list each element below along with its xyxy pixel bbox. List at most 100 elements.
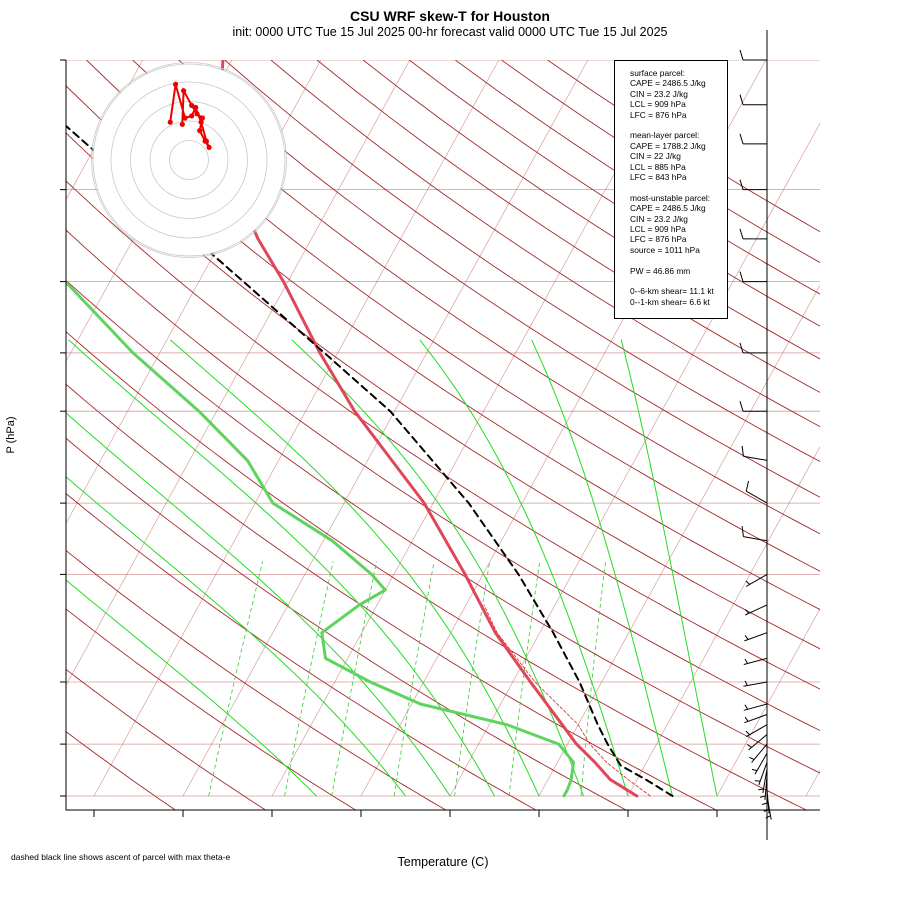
dry-adiabat [66, 668, 267, 810]
dry-adiabat [66, 132, 820, 650]
moist-adiabat [66, 412, 451, 797]
mean-layer-heading: mean-layer parcel: [630, 130, 700, 141]
surface-parcel-heading: surface parcel: [630, 68, 685, 78]
moist-adiabat [419, 339, 629, 797]
shear-0-1km: 0--1-km shear= 6.6 kt [630, 296, 710, 307]
dry-adiabat [66, 85, 820, 611]
wind-barb [759, 776, 768, 801]
mixing-ratio-line [331, 561, 377, 797]
dry-adiabat [66, 383, 718, 810]
isotherm-line [66, 60, 144, 201]
moist-adiabat [620, 339, 718, 797]
hodograph-point [181, 88, 187, 94]
footnote: dashed black line shows ascent of parcel… [11, 852, 231, 862]
dry-adiabat [224, 60, 820, 463]
mixing-ratio-line [580, 561, 606, 797]
shear-group: 0--6-km shear= 11.1 kt 0--1-km shear= 6.… [630, 286, 727, 307]
wind-barb [744, 714, 768, 724]
most-unstable-cape: CAPE = 2486.5 J/kg [630, 203, 706, 214]
wind-barb [739, 179, 767, 191]
moist-adiabat [66, 579, 317, 797]
wind-barb [743, 657, 768, 665]
most-unstable-lcl: LCL = 909 hPa [630, 224, 686, 235]
x-axis-label: Temperature (C) [398, 855, 489, 869]
wind-barb [744, 604, 768, 616]
isotherm-line [66, 60, 411, 686]
dry-adiabat [66, 437, 627, 810]
wind-barb [743, 680, 768, 687]
isotherm-line [93, 60, 500, 797]
wind-barb [739, 228, 767, 240]
chart-subtitle: init: 0000 UTC Tue 15 Jul 2025 00-hr for… [232, 25, 668, 39]
isotherm-line [716, 608, 820, 797]
dry-adiabat [178, 60, 820, 498]
surface-lfc: LFC = 876 hPa [630, 109, 687, 120]
hodograph-ring [91, 62, 287, 258]
hodograph-point [182, 115, 188, 121]
wind-barb [739, 94, 767, 106]
virtual-temperature-profile [483, 604, 651, 797]
stats-box: surface parcel: CAPE = 2486.5 J/kg CIN =… [614, 60, 728, 319]
mixing-ratio-line [208, 561, 264, 797]
mean-layer-lfc: LFC = 843 hPa [630, 172, 687, 183]
dry-adiabat [316, 60, 820, 393]
wind-barb [745, 480, 768, 504]
wind-barb [758, 769, 768, 794]
wind-barb [739, 401, 767, 412]
hodograph-point [189, 113, 195, 119]
dry-adiabat [66, 331, 808, 810]
axis-frame [65, 60, 820, 811]
most-unstable-heading: most-unstable parcel: [630, 192, 711, 203]
hodograph-ring [169, 140, 209, 180]
surface-cape: CAPE = 2486.5 J/kg [630, 78, 706, 89]
chart-title: CSU WRF skew-T for Houston [350, 8, 550, 24]
wind-barb [754, 762, 768, 786]
hodograph-point [197, 128, 203, 134]
hodograph-background [93, 64, 285, 256]
surface-parcel-group: surface parcel: CAPE = 2486.5 J/kg CIN =… [630, 68, 727, 120]
dry-adiabat [66, 229, 820, 732]
isotherm-line [627, 446, 820, 797]
hodograph-point [198, 119, 204, 125]
surface-cin: CIN = 23.2 J/kg [630, 88, 688, 99]
isotherm-line [805, 769, 820, 797]
mixing-ratio-line [393, 561, 435, 797]
precipitable-water-group: PW = 46.86 mm [630, 266, 727, 276]
wind-barb [741, 526, 768, 542]
dry-adiabat [86, 60, 820, 572]
most-unstable-lfc: LFC = 876 hPa [630, 234, 687, 245]
y-axis-label: P (hPa) [5, 416, 17, 453]
dry-adiabat [66, 180, 820, 690]
mean-layer-cape: CAPE = 1788.2 J/kg [630, 140, 706, 151]
dry-adiabat [132, 60, 820, 535]
hodograph-point [189, 102, 195, 108]
moist-adiabat [169, 339, 540, 797]
moist-adiabat [66, 476, 406, 797]
most-unstable-cin: CIN = 23.2 J/kg [630, 213, 688, 224]
hodograph-point [199, 115, 205, 121]
hodograph-point [173, 81, 179, 87]
wind-barb [761, 783, 768, 807]
wind-barb [744, 632, 768, 642]
moist-adiabat [531, 339, 673, 797]
wind-barb [745, 724, 768, 738]
dry-adiabat [66, 279, 820, 774]
hodograph-point [203, 138, 209, 144]
dry-adiabat [66, 731, 177, 810]
dry-adiabat [270, 60, 820, 428]
dry-adiabat [66, 493, 537, 810]
dry-adiabat [66, 549, 447, 810]
most-unstable-source: source = 1011 hPa [630, 244, 700, 255]
wind-barb [739, 133, 767, 145]
mean-layer-parcel-group: mean-layer parcel: CAPE = 1788.2 J/kg CI… [630, 130, 727, 182]
isotherm-line [182, 60, 589, 797]
wind-barb [739, 49, 767, 61]
wind-barb [745, 573, 768, 587]
wind-barb [747, 734, 768, 751]
isotherm-line [271, 60, 678, 797]
isotherm-line [449, 122, 820, 797]
most-unstable-parcel-group: most-unstable parcel: CAPE = 2486.5 J/kg… [630, 193, 727, 255]
precipitable-water: PW = 46.86 mm [630, 265, 691, 276]
shear-0-6km: 0--6-km shear= 11.1 kt [630, 286, 714, 297]
